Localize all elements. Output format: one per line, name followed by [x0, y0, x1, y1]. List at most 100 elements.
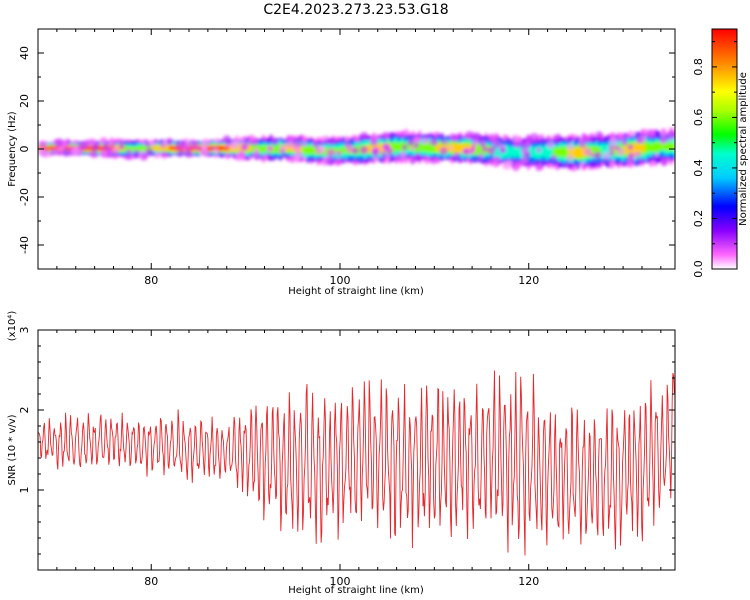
heatmap-cell: [311, 146, 315, 155]
heatmap-cell: [167, 145, 170, 151]
heatmap-band: [38, 127, 675, 172]
heatmap-speckle: [295, 151, 304, 160]
heatmap-cell: [595, 146, 598, 156]
heatmap-cell: [248, 145, 252, 151]
heatmap-cell: [308, 145, 311, 154]
heatmap-speckle: [409, 157, 416, 165]
heatmap-cell: [406, 143, 410, 151]
figure-title: C2E4.2023.273.23.53.G18: [263, 2, 448, 18]
heatmap-cell: [46, 147, 50, 151]
heatmap-speckle: [360, 132, 368, 140]
heatmap-speckle: [526, 134, 531, 139]
heatmap-cell: [139, 146, 143, 152]
heatmap-cell: [639, 144, 643, 152]
heatmap-speckle: [175, 142, 182, 150]
heatmap-cell: [428, 140, 432, 153]
heatmap-cell: [342, 146, 345, 154]
heatmap-speckle: [88, 138, 97, 146]
heatmap-cell: [325, 148, 328, 156]
heatmap-cell: [627, 144, 631, 156]
y-tick-label: 2: [18, 407, 31, 414]
heatmap-cell: [246, 145, 250, 152]
heatmap-cell: [160, 146, 164, 151]
heatmap-cell: [438, 144, 442, 151]
snr-y-ticks: 1 2 3: [18, 327, 675, 555]
heatmap-cell: [138, 145, 141, 152]
heatmap-speckle: [399, 150, 407, 159]
heatmap-cell: [216, 145, 220, 150]
heatmap-cell: [511, 147, 515, 156]
heatmap-cell: [228, 144, 231, 152]
heatmap-cell: [301, 146, 305, 153]
colorbar-frame: [711, 28, 738, 270]
heatmap-speckle: [302, 141, 308, 148]
heatmap-cell: [309, 145, 313, 155]
snr-y-scale-label: (x10⁴): [7, 311, 18, 342]
heatmap-speckle: [546, 140, 555, 149]
heatmap-speckle: [668, 129, 675, 139]
heatmap-speckle: [423, 156, 431, 164]
heatmap-cell: [151, 145, 155, 151]
heatmap-speckle: [298, 134, 304, 140]
heatmap-cell: [408, 142, 412, 151]
heatmap-speckle: [55, 138, 64, 147]
heatmap-cell: [262, 146, 265, 152]
heatmap-speckle: [381, 156, 386, 162]
heatmap-speckle: [252, 150, 261, 159]
heatmap-cell: [552, 147, 556, 157]
heatmap-cell: [669, 142, 673, 151]
x-tick-label: 80: [144, 274, 158, 287]
heatmap-cell: [257, 144, 260, 153]
heatmap-cell: [591, 145, 595, 157]
heatmap-speckle: [301, 136, 308, 142]
y-tick-label: -20: [18, 188, 31, 206]
heatmap-speckle: [112, 146, 120, 154]
heatmap-cell: [207, 146, 211, 152]
heatmap-cell: [605, 143, 609, 157]
heatmap-speckle: [439, 146, 448, 156]
heatmap-cell: [642, 144, 646, 151]
heatmap-cell: [229, 145, 233, 151]
heatmap-cell: [459, 143, 462, 153]
heatmap-cell: [170, 146, 174, 150]
heatmap-speckle: [312, 141, 319, 148]
heatmap-cell: [343, 146, 347, 154]
heatmap-cell: [658, 142, 661, 152]
colorbar-tick-label: 0.6: [692, 109, 705, 127]
heatmap-cell: [476, 144, 479, 156]
heatmap-speckle: [254, 147, 259, 153]
heatmap-cell: [600, 143, 603, 160]
heatmap-speckle: [200, 144, 208, 152]
heatmap-speckle: [61, 148, 71, 157]
heatmap-cell: [274, 145, 277, 153]
heatmap-cell: [573, 147, 576, 158]
heatmap-speckle: [107, 140, 114, 147]
heatmap-cell: [671, 142, 675, 151]
heatmap-cell: [430, 143, 434, 152]
heatmap-cell: [559, 146, 563, 157]
heatmap-cell: [632, 143, 636, 156]
heatmap-cell: [425, 142, 429, 153]
heatmap-cell: [172, 146, 175, 150]
heatmap-cell: [44, 146, 48, 151]
heatmap-cell: [534, 146, 537, 159]
heatmap-cell: [593, 145, 597, 157]
heatmap-cell: [547, 145, 551, 158]
heatmap-speckle: [370, 138, 378, 146]
heatmap-cell: [659, 142, 663, 151]
heatmap-cell: [550, 146, 554, 159]
heatmap-cell: [399, 142, 403, 151]
heatmap-cell: [206, 146, 209, 151]
heatmap-cell: [437, 145, 440, 151]
heatmap-cell: [596, 147, 600, 155]
heatmap-speckle: [287, 135, 295, 144]
heatmap-speckle: [593, 151, 602, 160]
heatmap-cell: [508, 145, 512, 158]
heatmap-cell: [530, 145, 534, 158]
heatmap-speckle: [414, 143, 420, 149]
heatmap-cell: [634, 143, 637, 154]
heatmap-cell: [567, 149, 571, 156]
heatmap-speckle: [318, 145, 326, 153]
heatmap-cell: [445, 144, 449, 151]
heatmap-cell: [557, 147, 561, 157]
